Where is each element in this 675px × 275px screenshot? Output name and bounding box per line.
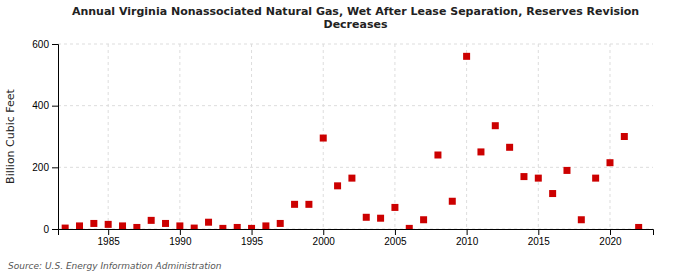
grid-line-x <box>538 44 539 229</box>
x-tick-mark <box>538 229 539 235</box>
y-tick: 0 <box>43 224 58 235</box>
x-tick: 2020 <box>599 229 622 247</box>
x-tick-mark <box>108 229 109 235</box>
y-axis-line <box>52 45 59 230</box>
point <box>606 159 613 166</box>
title-line: Decreases <box>324 18 388 31</box>
point <box>76 222 83 229</box>
point <box>234 224 241 229</box>
point <box>449 198 456 205</box>
point <box>363 214 370 221</box>
grid-line-x <box>179 44 180 229</box>
x-axis: 1985 1990 1995 2000 2005 2010 2015 2020 <box>59 229 654 247</box>
point <box>348 175 355 182</box>
chart: 1985 1990 1995 2000 2005 2010 2015 2020 0 200 400 6… <box>0 0 675 275</box>
x-tick-mark <box>467 229 468 235</box>
point <box>191 225 198 229</box>
point <box>506 144 513 151</box>
point <box>434 152 441 159</box>
point <box>219 225 226 229</box>
point <box>578 216 585 223</box>
grid-line-x <box>466 44 467 229</box>
point <box>320 135 327 142</box>
x-tick-mark <box>610 229 611 235</box>
point <box>463 53 470 60</box>
y-tick-label: 600 <box>32 39 49 50</box>
point <box>592 175 599 182</box>
point <box>205 219 212 226</box>
x-tick: 2010 <box>456 229 479 247</box>
y-tick-mark <box>52 229 58 230</box>
y-tick-label: 400 <box>32 100 49 111</box>
point <box>377 215 384 222</box>
point <box>535 175 542 182</box>
points <box>62 53 642 229</box>
point <box>176 222 183 229</box>
y-tick-label: 200 <box>32 162 49 173</box>
x-tick-label: 2000 <box>313 236 336 247</box>
point <box>391 204 398 211</box>
point <box>62 225 69 229</box>
point <box>148 217 155 224</box>
grid-line-x <box>394 44 395 229</box>
y-axis-label: Billion Cubic Feet <box>4 88 17 183</box>
plot-area: 1985 1990 1995 2000 2005 2010 2015 2020 0 200 400 6… <box>32 39 653 247</box>
x-tick-label: 2015 <box>528 236 551 247</box>
x-tick-label: 2020 <box>599 236 622 247</box>
y-tick-mark <box>52 44 58 45</box>
y-tick-mark <box>52 106 58 107</box>
x-tick-label: 2010 <box>456 236 479 247</box>
x-tick-mark <box>252 229 253 235</box>
y-tick: 400 <box>32 100 58 111</box>
title-line: Annual Virginia Nonassociated Natural Ga… <box>72 5 639 18</box>
x-tick: 2005 <box>384 229 407 247</box>
point <box>248 225 255 229</box>
point <box>563 167 570 174</box>
grid-line-x <box>609 44 610 229</box>
point <box>105 221 112 228</box>
x-tick-label: 1995 <box>241 236 264 247</box>
point <box>162 220 169 227</box>
x-tick: 2000 <box>313 229 336 247</box>
point <box>420 216 427 223</box>
point <box>90 220 97 227</box>
point <box>277 220 284 227</box>
grid-line-y <box>58 44 653 45</box>
point <box>291 201 298 208</box>
grid <box>58 44 653 229</box>
y-tick-mark <box>52 167 58 168</box>
grid-line-y <box>58 105 653 106</box>
x-tick-mark <box>180 229 181 235</box>
x-tick-label: 1985 <box>98 236 121 247</box>
y-tick-label: 0 <box>43 224 49 235</box>
annotation: Source: U.S. Energy Information Administ… <box>8 261 222 271</box>
point <box>635 224 642 229</box>
x-axis-line <box>59 230 654 236</box>
point <box>549 190 556 197</box>
x-tick: 2015 <box>528 229 551 247</box>
point <box>262 222 269 229</box>
x-tick-mark <box>323 229 324 235</box>
x-tick-label: 1990 <box>169 236 192 247</box>
point <box>305 201 312 208</box>
x-tick-label: 2005 <box>384 236 407 247</box>
y-tick: 200 <box>32 162 58 173</box>
x-tick: 1995 <box>241 229 264 247</box>
x-tick: 1990 <box>169 229 192 247</box>
title: Annual Virginia Nonassociated Natural Ga… <box>72 5 639 31</box>
point <box>133 224 140 229</box>
point <box>119 222 126 229</box>
point <box>334 182 341 189</box>
grid-line-x <box>108 44 109 229</box>
point <box>520 173 527 180</box>
point <box>477 148 484 155</box>
point <box>621 133 628 140</box>
point <box>492 122 499 129</box>
point <box>406 225 413 229</box>
y-axis: 0 200 400 600 <box>32 39 58 235</box>
grid-line-x <box>251 44 252 229</box>
x-tick: 1985 <box>98 229 121 247</box>
y-tick: 600 <box>32 39 58 50</box>
x-tick-mark <box>395 229 396 235</box>
